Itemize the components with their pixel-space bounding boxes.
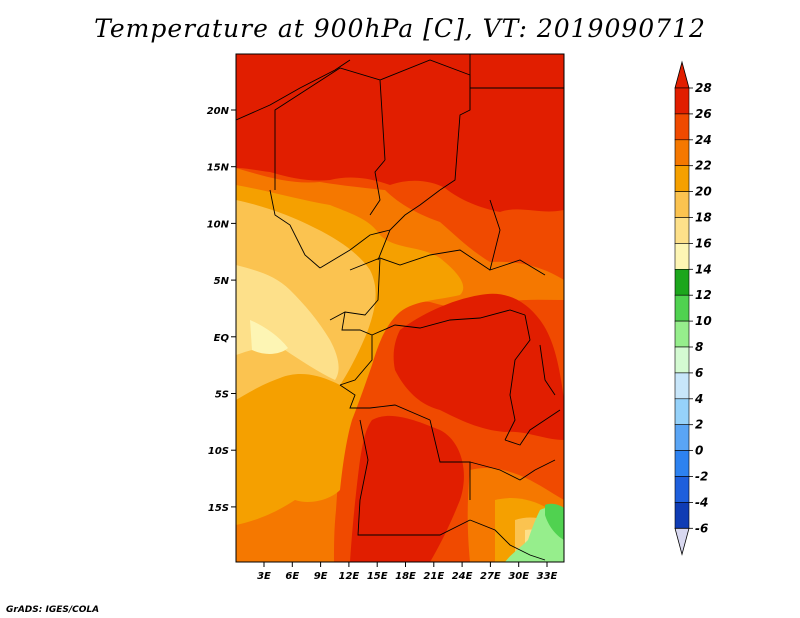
colorbar-box (674, 476, 690, 503)
colorbar-label: 4 (694, 392, 703, 406)
lon-label: 24E (452, 571, 473, 582)
longitude-axis: 3E 6E 9E 12E 15E 18E 21E 24E 27E 30E 33E (257, 562, 558, 582)
colorbar-box (674, 165, 690, 192)
colorbar-label: 18 (695, 211, 712, 225)
colorbar-box (674, 424, 690, 451)
colorbar-box (674, 217, 690, 244)
colorbar-label: 22 (695, 159, 712, 173)
colorbar-box (674, 346, 690, 374)
lat-label: 15N (207, 163, 230, 174)
colorbar-label: 12 (695, 288, 712, 302)
lon-label: 33E (537, 571, 558, 582)
country-borders (236, 54, 564, 561)
lat-label: 10S (208, 446, 229, 457)
colorbar-label: 20 (695, 185, 712, 199)
colorbar-label: 14 (695, 262, 712, 276)
colorbar-label: 16 (695, 236, 712, 250)
colorbar-label: 26 (695, 107, 712, 121)
colorbar-bottom-triangle (674, 527, 690, 556)
grads-credit: GrADS: IGES/COLA (6, 605, 100, 615)
colorbar-label: -4 (695, 495, 708, 509)
colorbar-label: 24 (695, 133, 712, 147)
colorbar-box (674, 87, 690, 115)
lon-label: 3E (257, 571, 271, 582)
lon-label: 9E (314, 571, 328, 582)
lat-label: 5S (215, 390, 229, 401)
lon-label: 21E (423, 571, 444, 582)
colorbar-top-triangle (674, 60, 690, 89)
map-frame (235, 53, 565, 563)
lon-label: 6E (285, 571, 299, 582)
lon-label: 30E (508, 571, 529, 582)
lat-label: 5N (214, 276, 230, 287)
colorbar-box (674, 450, 690, 477)
colorbar-label: 6 (695, 366, 703, 380)
lat-label: 15S (208, 503, 229, 514)
lat-label: 20N (207, 106, 230, 117)
lon-label: 15E (367, 571, 388, 582)
colorbar-box (674, 139, 690, 167)
colorbar-box (674, 294, 690, 322)
colorbar-box (674, 191, 690, 218)
lat-label: 10N (207, 219, 230, 230)
colorbar-box (674, 372, 690, 400)
temperature-field (236, 54, 564, 562)
colorbar-label: 10 (695, 314, 712, 328)
colorbar-label: 28 (695, 81, 712, 95)
lon-label: 12E (339, 571, 360, 582)
colorbar-box (674, 502, 690, 529)
lon-label: 18E (395, 571, 416, 582)
map-title: Temperature at 900hPa [C], VT: 201909071… (94, 14, 706, 43)
lat-label: EQ (214, 333, 230, 344)
colorbar-box (674, 113, 690, 141)
colorbar-label: 8 (695, 340, 703, 354)
colorbar-label: -2 (695, 470, 708, 484)
colorbar-box (674, 320, 690, 348)
colorbar-box (674, 268, 690, 296)
colorbar-label: 0 (695, 444, 703, 458)
latitude-axis: 20N 15N 10N 5N EQ 5S 10S 15S (207, 106, 236, 514)
colorbar-label: -6 (695, 521, 708, 535)
colorbar-box (674, 243, 690, 270)
lon-label: 27E (480, 571, 501, 582)
colorbar-label: 2 (695, 418, 703, 432)
colorbar-box (674, 398, 690, 425)
